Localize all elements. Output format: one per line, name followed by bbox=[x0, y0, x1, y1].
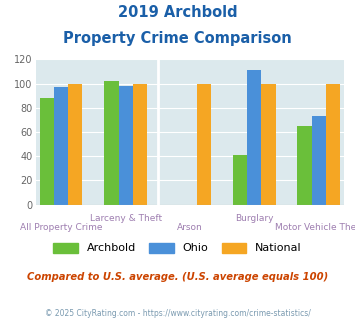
Bar bbox=[233, 155, 247, 205]
Text: Property Crime Comparison: Property Crime Comparison bbox=[63, 31, 292, 46]
Text: Compared to U.S. average. (U.S. average equals 100): Compared to U.S. average. (U.S. average … bbox=[27, 272, 328, 282]
Text: Motor Vehicle Theft: Motor Vehicle Theft bbox=[275, 223, 355, 232]
Text: All Property Crime: All Property Crime bbox=[20, 223, 103, 232]
Bar bbox=[133, 83, 147, 205]
Bar bbox=[197, 83, 211, 205]
Text: 2019 Archbold: 2019 Archbold bbox=[118, 5, 237, 20]
Bar bbox=[261, 83, 275, 205]
Bar bbox=[68, 83, 82, 205]
Bar bbox=[247, 70, 261, 205]
Bar bbox=[40, 98, 54, 205]
Bar bbox=[312, 116, 326, 205]
Text: Larceny & Theft: Larceny & Theft bbox=[89, 214, 162, 223]
Bar bbox=[326, 83, 340, 205]
Bar bbox=[297, 126, 312, 205]
Legend: Archbold, Ohio, National: Archbold, Ohio, National bbox=[49, 238, 306, 258]
Bar bbox=[119, 86, 133, 205]
Text: Burglary: Burglary bbox=[235, 214, 273, 223]
Text: Arson: Arson bbox=[177, 223, 203, 232]
Bar bbox=[104, 81, 119, 205]
Text: © 2025 CityRating.com - https://www.cityrating.com/crime-statistics/: © 2025 CityRating.com - https://www.city… bbox=[45, 309, 310, 317]
Bar bbox=[54, 87, 68, 205]
